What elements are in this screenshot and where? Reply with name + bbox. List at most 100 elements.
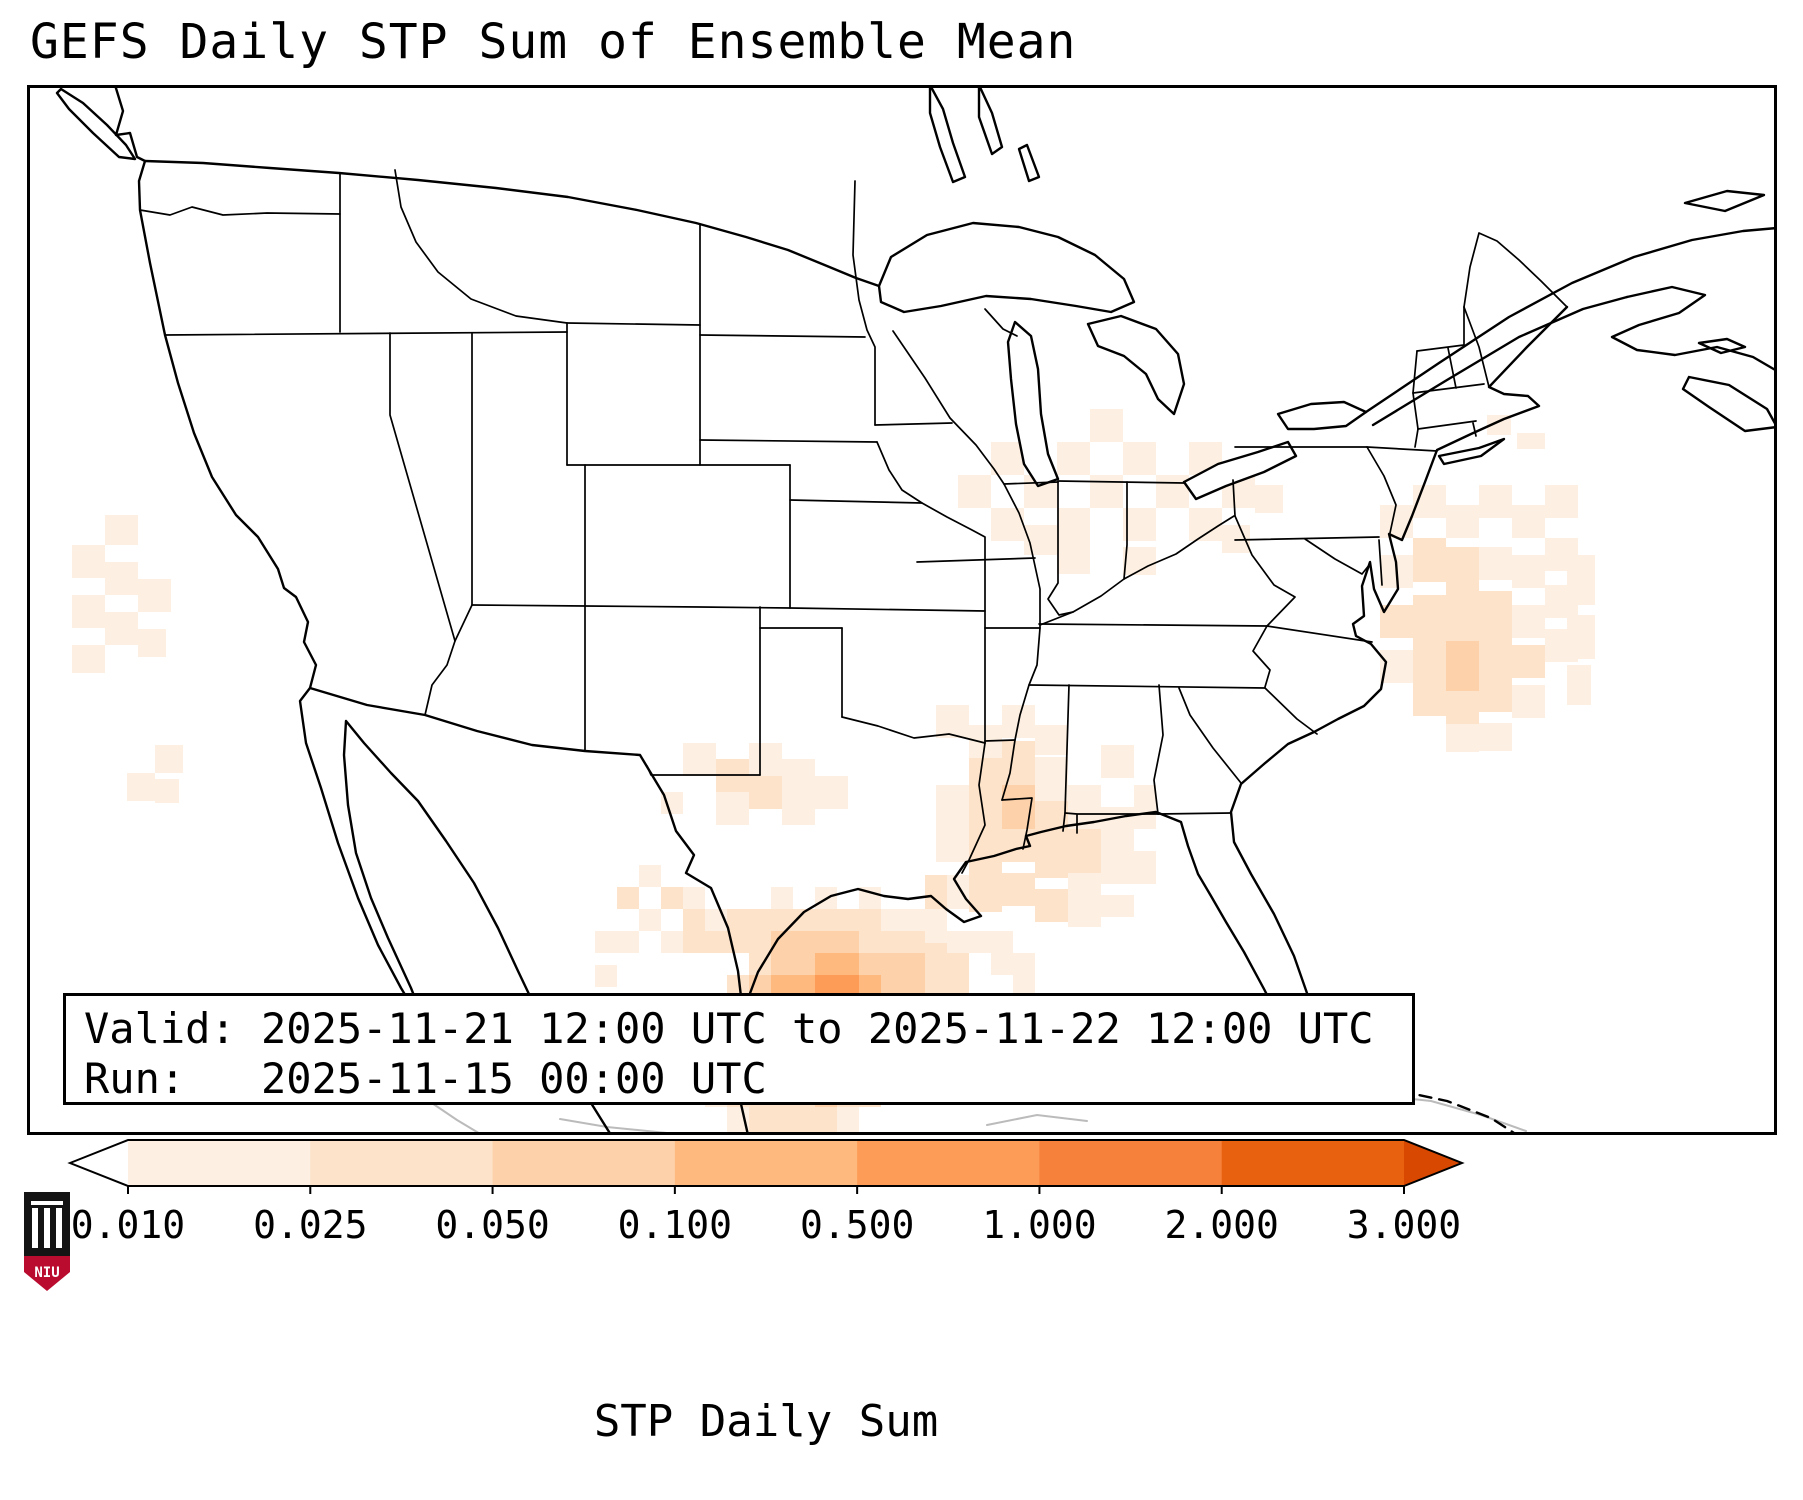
stp-cell [947,875,969,909]
colorbar: 0.010 0.025 0.050 0.100 0.500 1.000 2.000 3.000 [67,1139,1465,1247]
stp-cell [771,975,793,997]
stp-cell [837,953,859,975]
colorbar-tick-label: 2.000 [1165,1203,1279,1247]
stp-cell [1517,433,1545,449]
stp-cell [1068,905,1101,927]
stp-cell [881,953,903,975]
stp-cell [105,612,138,645]
stp-cell [1567,615,1595,659]
lake-huron [1086,314,1186,416]
logo-wordmark: NIU [34,1265,59,1281]
stp-cell [1134,785,1156,829]
stp-cell [1413,639,1446,683]
al-fl-border [1064,812,1160,834]
stp-cell [947,931,969,953]
canada-border [143,159,881,288]
canadian-lake-1 [928,85,967,184]
stp-cell [1487,415,1511,435]
stp-cell [1013,953,1035,997]
stp-cell [782,759,815,792]
stp-cell [72,595,105,628]
stp-cell [969,879,1002,912]
red-river-north-mn-west [852,180,876,426]
lake-ontario [1276,400,1368,431]
il-in-border [1047,481,1074,616]
stp-cell [837,931,859,953]
valid-time-text: Valid: 2025-11-21 12:00 UTC to 2025-11-2… [84,1004,1374,1053]
canadian-lake-2 [977,85,1004,156]
stp-cell [991,442,1024,475]
stp-cell [1255,485,1283,513]
stp-cell [771,953,793,975]
stp-cell [1567,665,1591,705]
stp-cell [661,792,683,814]
stp-cell [936,829,969,862]
stp-cell [1057,541,1090,574]
map-frame [27,85,1777,1135]
stp-cell [1035,889,1068,922]
ct-ma-border [1417,420,1477,430]
maine-canada-border [1463,232,1568,308]
mexico-interior-line-3 [986,1113,1088,1126]
stp-cell [683,743,716,776]
stp-cell [1035,801,1068,845]
valid-run-info-box: Valid: 2025-11-21 12:00 UTC to 2025-11-2… [63,993,1415,1105]
mt-wy-border [566,322,701,326]
stp-cell [749,1107,771,1135]
stp-cell [969,846,1002,879]
stp-cell [1101,745,1134,778]
colorbar-tick-label: 0.010 [71,1203,185,1247]
lake-erie [1182,440,1298,501]
colorbar-tick-label: 0.100 [618,1203,732,1247]
stp-cell [1123,442,1156,475]
colorbar-segment [857,1140,1041,1186]
stp-cell [727,909,749,931]
stp-cell [1068,829,1101,873]
stp-cell [1545,485,1578,518]
stp-cell [969,931,991,953]
stp-cell [793,953,815,975]
st-lawrence-north-shore [1364,226,1777,414]
stp-cell [958,475,991,508]
ohio-river-border [1039,515,1235,626]
stp-cell [749,743,782,776]
stp-cell [1002,741,1035,785]
stp-cell [837,1107,859,1135]
stp-cell [1380,505,1413,538]
potomac-md-va-border [1304,538,1371,575]
stp-cell [1156,475,1189,508]
ga-sc-border [1178,687,1242,784]
vancouver-island [55,87,137,161]
stp-cell [749,776,782,809]
stp-cell [127,773,155,801]
stp-cell [1567,555,1595,605]
nd-sd-border [699,334,866,338]
run-time-text: Run: 2025-11-15 00:00 UTC [84,1053,767,1103]
al-ga-border [1153,684,1164,815]
stp-cell [595,965,617,987]
stp-cell [925,975,947,997]
mi-in-oh-north-border [1057,480,1185,484]
stp-cell [815,1107,837,1135]
stp-cell [903,909,925,931]
stp-cell [815,975,837,997]
ma-vt-nh-border [1412,383,1485,394]
st-lawrence-south-shore [1371,295,1629,427]
stp-cell [782,792,815,825]
id-mt-border [394,169,568,324]
stp-cell [881,909,903,931]
niu-logo: NIU [24,1192,70,1291]
stp-cell [617,887,639,909]
stp-cell [105,515,138,545]
tn-nc-border [1252,625,1271,688]
stp-cell [1446,547,1479,591]
stp-cell [837,909,859,931]
stp-cell [859,953,881,975]
stp-cell [859,931,881,953]
stp-cell [991,931,1013,975]
stp-cell [936,785,969,829]
stp-cell [716,792,749,825]
ny-nj-border [1366,446,1438,452]
stp-cell [1002,785,1035,829]
